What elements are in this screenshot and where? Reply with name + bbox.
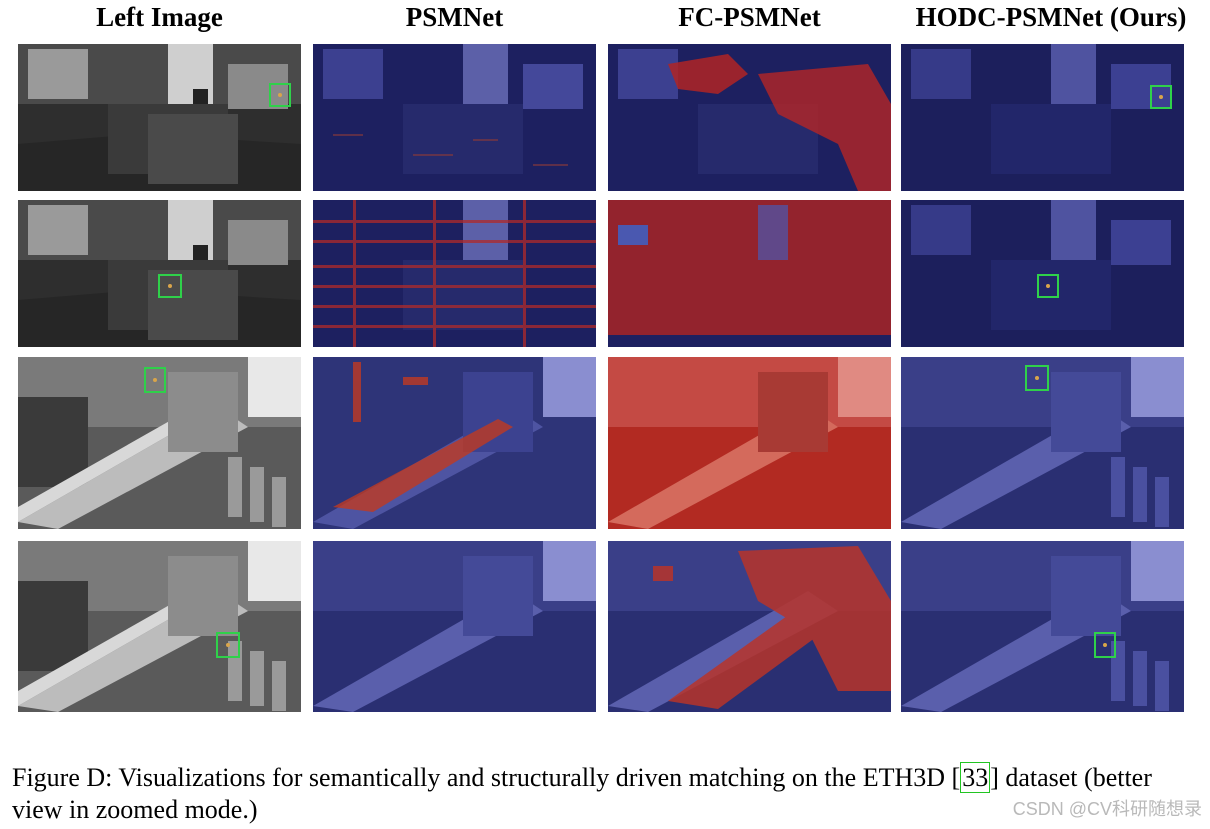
row1-left-image bbox=[18, 44, 301, 191]
row3-left-image bbox=[18, 357, 301, 529]
match-highlight-box bbox=[144, 367, 166, 393]
caption-prefix: Figure D: Visualizations for semanticall… bbox=[12, 763, 961, 792]
match-highlight-box bbox=[1037, 274, 1059, 298]
caption-suffix: ] dataset (better view in zoomed mode.) bbox=[12, 763, 1152, 824]
row2-psmnet bbox=[313, 200, 596, 347]
row3-psmnet bbox=[313, 357, 596, 529]
column-header-left-image: Left Image bbox=[96, 2, 223, 32]
row3-fc-psmnet bbox=[608, 357, 891, 529]
figure-caption: Figure D: Visualizations for semanticall… bbox=[12, 762, 1207, 826]
citation-link[interactable]: 33 bbox=[960, 762, 991, 793]
row2-left-image bbox=[18, 200, 301, 347]
watermark: CSDN @CV科研随想录 bbox=[1012, 799, 1202, 819]
row4-hodc-psmnet bbox=[901, 541, 1184, 712]
row3-hodc-psmnet bbox=[901, 357, 1184, 529]
column-header-fc-psmnet: FC-PSMNet bbox=[678, 2, 821, 32]
match-highlight-box bbox=[269, 83, 291, 107]
match-highlight-box bbox=[1150, 85, 1172, 109]
column-header-hodc-psmnet: HODC-PSMNet (Ours) bbox=[915, 2, 1187, 32]
row2-fc-psmnet bbox=[608, 200, 891, 347]
match-highlight-box bbox=[1025, 365, 1049, 391]
column-header-psmnet: PSMNet bbox=[405, 2, 504, 32]
match-highlight-box bbox=[1094, 632, 1116, 658]
row4-left-image bbox=[18, 541, 301, 712]
row1-hodc-psmnet bbox=[901, 44, 1184, 191]
row2-hodc-psmnet bbox=[901, 200, 1184, 347]
row1-psmnet bbox=[313, 44, 596, 191]
row1-fc-psmnet bbox=[608, 44, 891, 191]
match-highlight-box bbox=[158, 274, 182, 298]
row4-fc-psmnet bbox=[608, 541, 891, 712]
match-highlight-box bbox=[216, 632, 240, 658]
row4-psmnet bbox=[313, 541, 596, 712]
